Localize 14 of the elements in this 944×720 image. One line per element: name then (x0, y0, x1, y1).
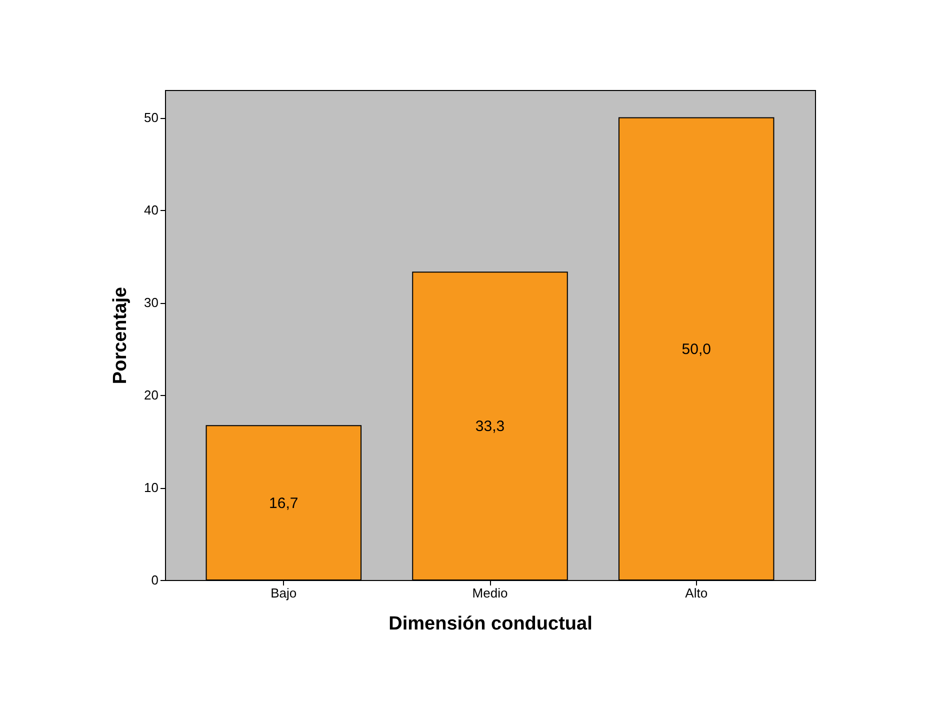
y-tick-label: 10 (144, 480, 158, 496)
x-tick-label: Medio (472, 586, 508, 600)
x-tick-label: Bajo (270, 586, 297, 600)
data-label: 50,0 (682, 340, 711, 358)
data-label: 33,3 (475, 418, 505, 436)
y-tick-label: 20 (144, 388, 158, 403)
y-tick-label: 50 (144, 110, 158, 126)
y-tick-label: 30 (144, 295, 158, 310)
y-axis-title: Porcentaje (110, 286, 132, 384)
y-tick-label: 40 (144, 202, 158, 218)
data-label: 16,7 (269, 494, 298, 512)
x-tick-label: Alto (685, 586, 708, 600)
x-axis-title: Dimensión conductual (388, 614, 592, 634)
y-tick-label: 0 (151, 572, 158, 588)
